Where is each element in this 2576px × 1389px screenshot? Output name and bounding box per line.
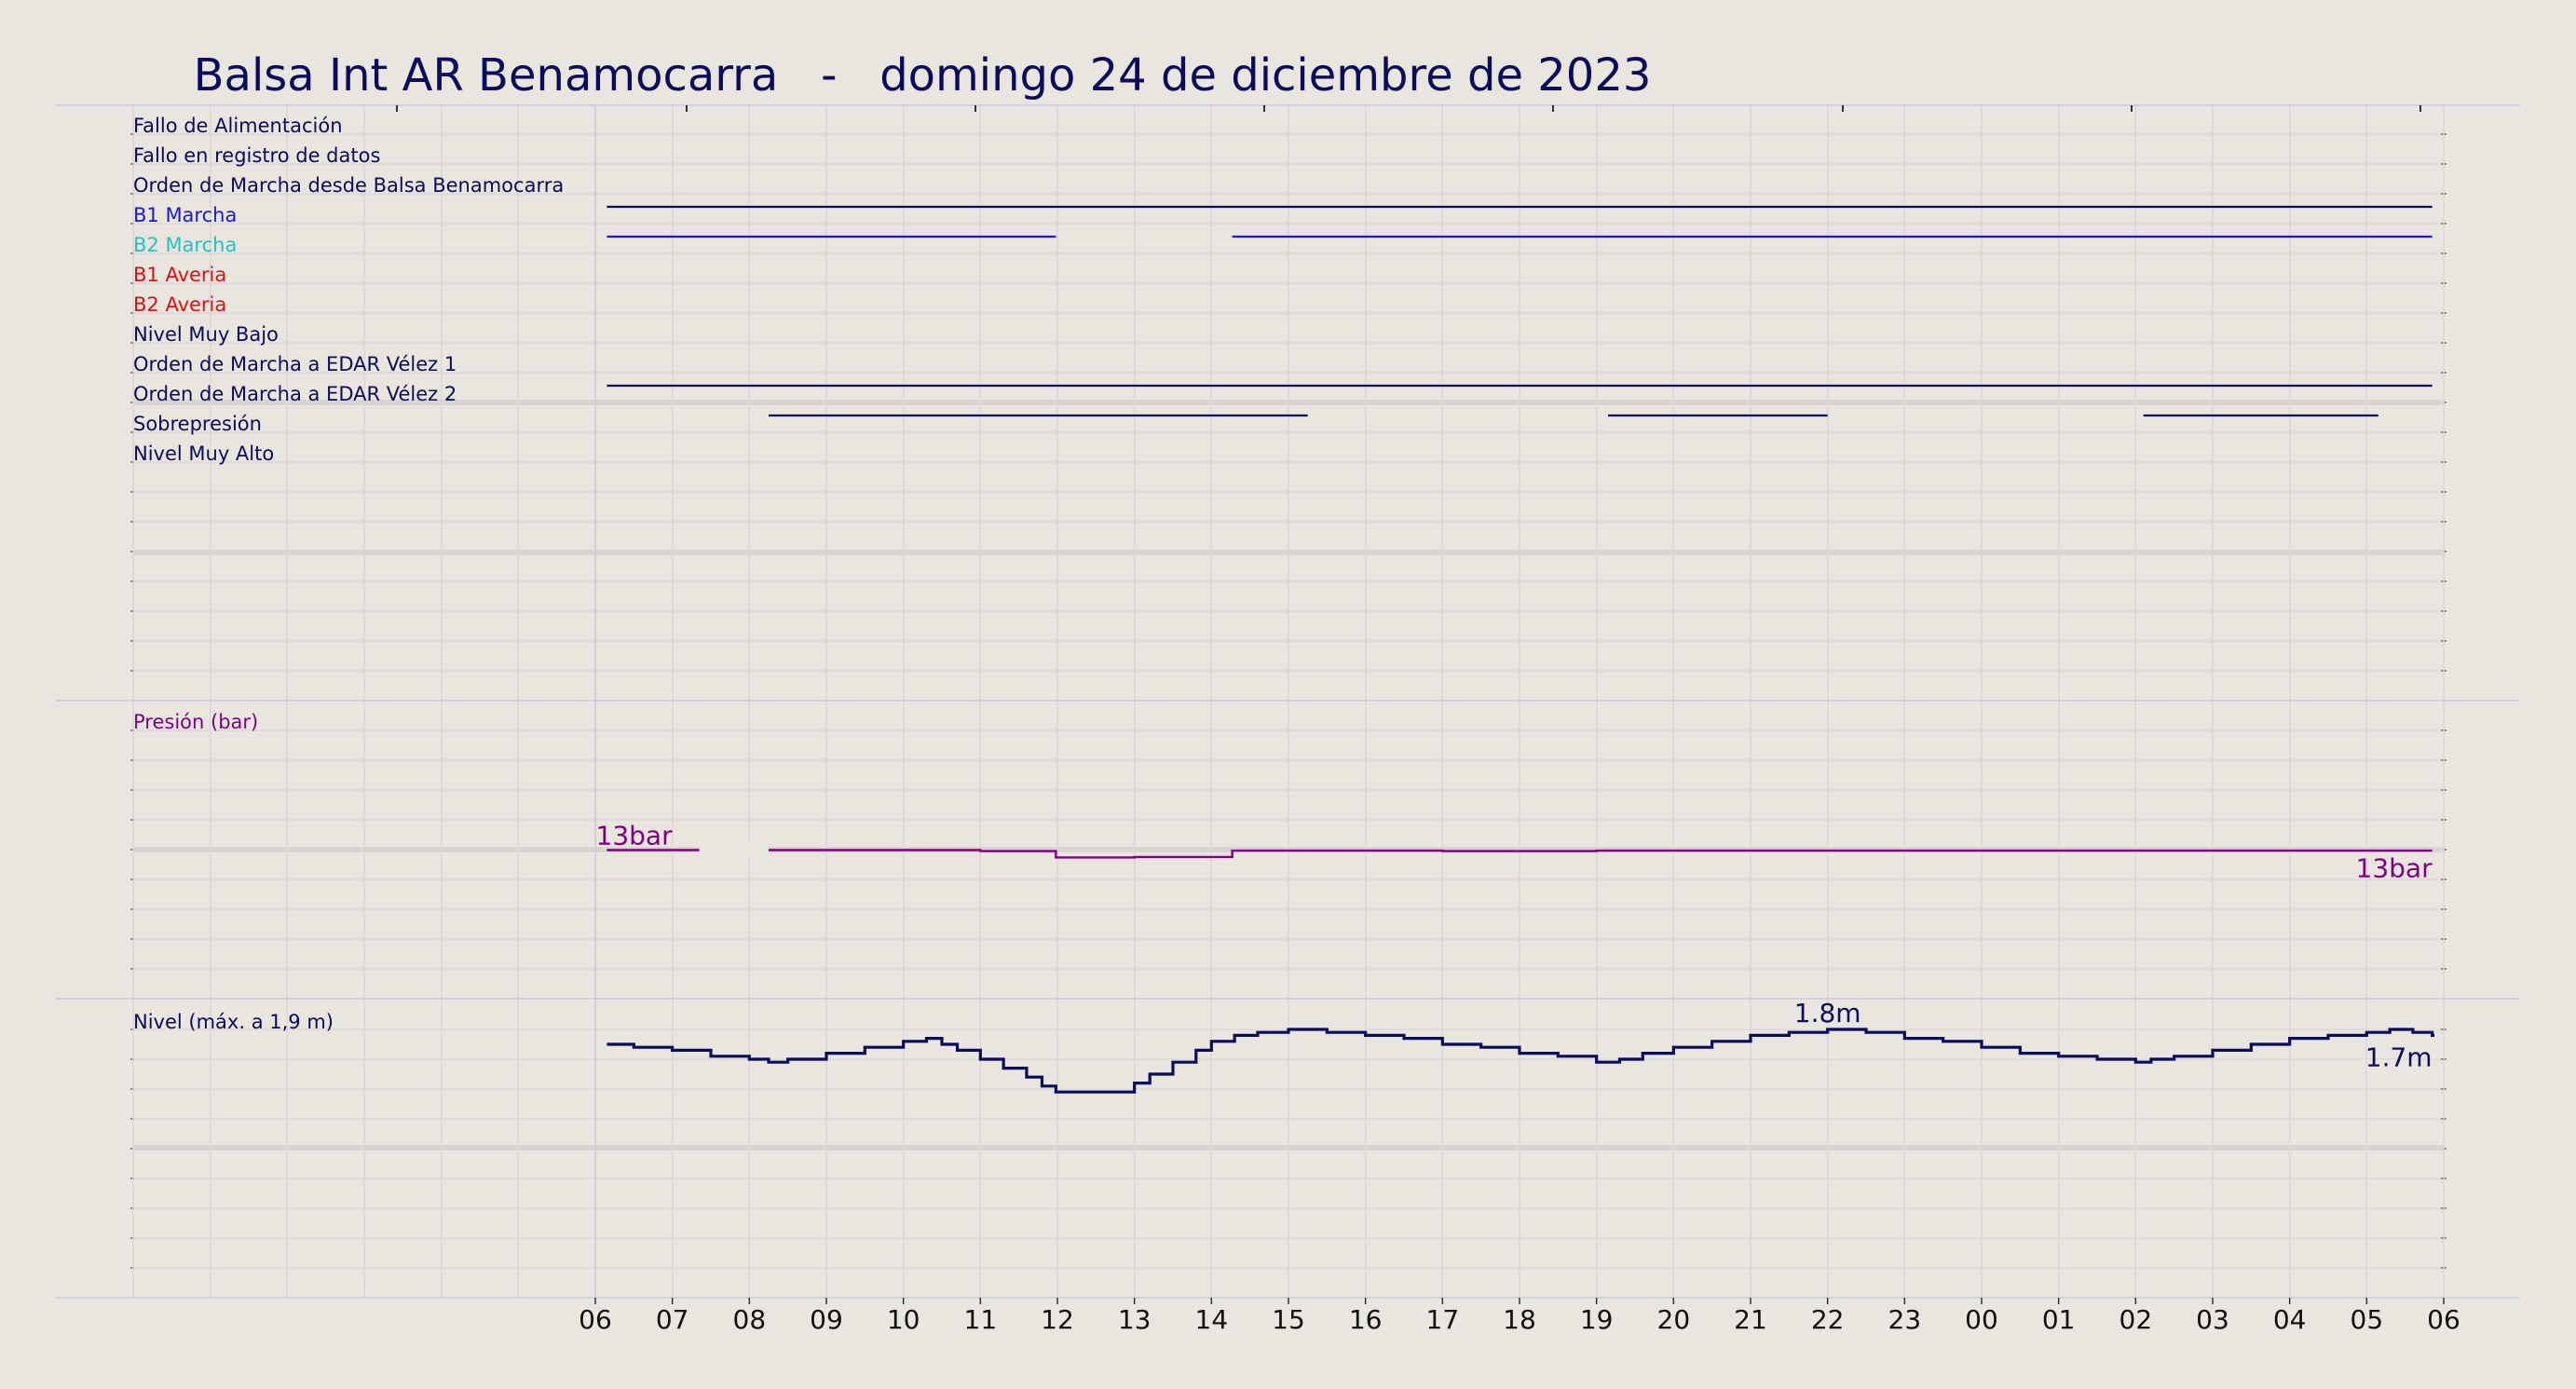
signal-label: B2 Averia	[133, 293, 226, 316]
level-annotation: 1.8m	[1794, 998, 1861, 1028]
x-tick-label: 21	[1734, 1304, 1767, 1335]
x-tick-label: 16	[1349, 1304, 1383, 1335]
signal-label: Orden de Marcha a EDAR Vélez 2	[133, 383, 457, 405]
signal-label: Orden de Marcha a EDAR Vélez 1	[133, 353, 457, 375]
x-tick-label: 09	[810, 1304, 843, 1335]
x-tick-label: 11	[964, 1304, 998, 1335]
level-annotation: 1.7m	[2365, 1042, 2433, 1072]
x-tick-label: 14	[1195, 1304, 1229, 1335]
x-tick-label: 04	[2273, 1304, 2307, 1335]
x-tick-label: 08	[733, 1304, 767, 1335]
pressure-series	[607, 849, 2433, 859]
signal-label: Sobrepresión	[133, 413, 262, 435]
pressure-label-bg	[699, 842, 769, 858]
pressure-annotation: 13bar	[2356, 853, 2433, 884]
level-series	[607, 1028, 2434, 1094]
signal-label: Orden de Marcha desde Balsa Benamocarra	[133, 174, 564, 197]
x-tick-label: 15	[1272, 1304, 1305, 1335]
x-tick-label: 00	[1965, 1304, 1998, 1335]
x-tick-label: 12	[1041, 1304, 1074, 1335]
x-tick-label: 22	[1811, 1304, 1845, 1335]
x-axis: 06 07 08 09 10 11 12 13 14 15 16 17 18 19 20 21 22 23 00 01…	[579, 1298, 2460, 1335]
x-tick-label: 06	[579, 1304, 612, 1335]
signal-label: B2 Marcha	[133, 234, 237, 256]
signal-label: B1 Averia	[133, 264, 226, 286]
x-tick-label: 05	[2351, 1304, 2384, 1335]
x-tick-label: 02	[2119, 1304, 2153, 1335]
x-tick-label: 20	[1657, 1304, 1691, 1335]
x-tick-label: 10	[887, 1304, 920, 1335]
signal-label: Fallo de Alimentación	[133, 115, 343, 137]
pressure-label: Presión (bar)	[133, 711, 258, 733]
signal-label: Nivel Muy Bajo	[133, 323, 279, 346]
signal-label: Fallo en registro de datos	[133, 144, 380, 167]
signal-label: Nivel Muy Alto	[133, 443, 274, 465]
chart-marks: Fallo de Alimentación Fallo en registro d…	[133, 115, 2434, 1094]
pressure-annotation: 13bar	[596, 821, 674, 851]
level-label: Nivel (máx. a 1,9 m)	[133, 1011, 334, 1033]
chart-title: Balsa Int AR Benamocarra - domingo 24 de…	[194, 49, 1652, 102]
x-tick-label: 13	[1118, 1304, 1152, 1335]
x-tick-label: 07	[656, 1304, 689, 1335]
signal-label: B1 Marcha	[133, 204, 237, 226]
x-tick-label: 06	[2427, 1304, 2460, 1335]
x-tick-label: 19	[1580, 1304, 1614, 1335]
x-tick-label: 17	[1426, 1304, 1460, 1335]
x-tick-label: 03	[2196, 1304, 2229, 1335]
x-tick-label: 18	[1503, 1304, 1536, 1335]
x-tick-label: 01	[2042, 1304, 2076, 1335]
x-tick-label: 23	[1888, 1304, 1922, 1335]
